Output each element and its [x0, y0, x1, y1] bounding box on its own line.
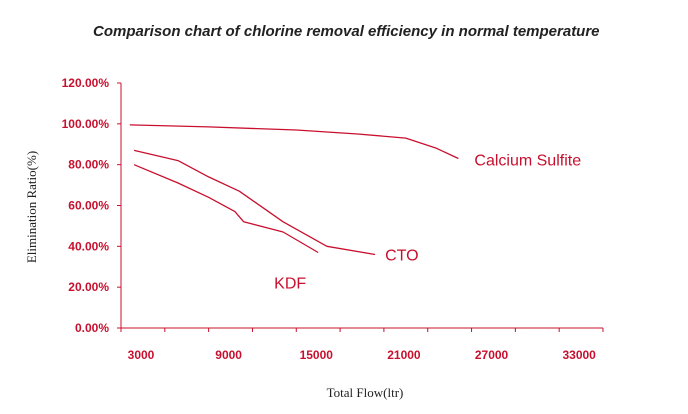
x-ticks: 3000 9000 15000 21000 27000 33000	[120, 328, 604, 362]
series-label: KDF	[274, 275, 306, 292]
series-line-kdf	[133, 164, 319, 254]
series-label: CTO	[385, 248, 418, 265]
x-tick-label: 3000	[128, 348, 155, 362]
y-tick-label: 40.00%	[68, 239, 109, 253]
y-tick-label: 100.00%	[62, 117, 110, 131]
series-line-cto	[133, 149, 376, 256]
series-line-calcium-sulfite	[129, 124, 459, 160]
y-tick-label: 60.00%	[68, 199, 109, 213]
x-tick-label: 27000	[475, 348, 509, 362]
y-tick-label: 20.00%	[68, 280, 109, 294]
y-tick-label: 120.00%	[62, 76, 110, 90]
y-tick-label: 80.00%	[68, 158, 109, 172]
y-axis-label: Elimination Ratio(%)	[24, 151, 39, 263]
x-tick-label: 9000	[215, 348, 242, 362]
series-label: Calcium Sulfite	[474, 153, 581, 170]
x-tick-label: 15000	[300, 348, 334, 362]
axes	[120, 83, 603, 329]
series-labels: Calcium Sulfite CTO KDF	[274, 153, 581, 293]
y-ticks: 0.00% 20.00% 40.00% 60.00% 80.00% 100.00% 120.…	[62, 76, 121, 335]
chart-title: Comparison chart of chlorine removal eff…	[93, 23, 600, 40]
x-axis-label: Total Flow(ltr)	[327, 385, 404, 400]
y-tick-label: 0.00%	[75, 321, 109, 335]
x-tick-label: 21000	[387, 348, 421, 362]
x-tick-label: 33000	[562, 348, 596, 362]
series-lines	[129, 124, 459, 256]
